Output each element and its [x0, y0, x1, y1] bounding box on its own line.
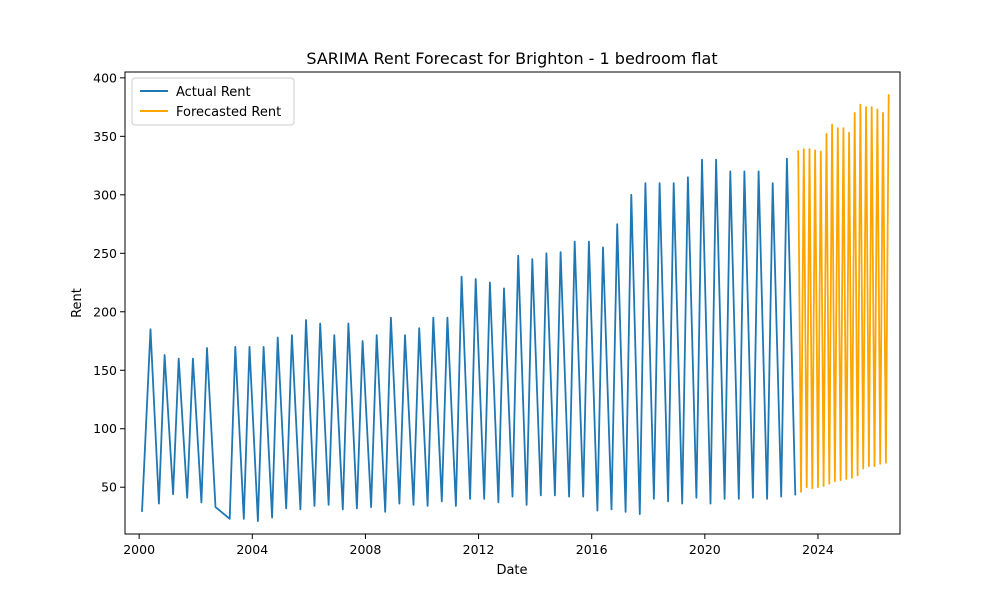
legend-label-actual: Actual Rent: [176, 85, 251, 100]
series-line-forecast: [797, 94, 890, 493]
x-tick-label: 2004: [236, 542, 268, 557]
y-tick-label: 300: [93, 187, 117, 202]
x-axis-label: Date: [496, 563, 527, 578]
legend-box: [131, 77, 295, 126]
y-tick-label: 400: [93, 70, 117, 85]
x-tick-label: 2008: [350, 542, 382, 557]
x-tick-label: 2016: [576, 542, 608, 557]
y-tick-label: 100: [93, 421, 117, 436]
series-layer: [141, 94, 890, 522]
y-axis: 50 100 150 200 250 300 350 400: [93, 70, 125, 495]
y-tick-label: 150: [93, 363, 117, 378]
legend-label-forecast: Forecasted Rent: [176, 105, 281, 120]
legend: Actual Rent Forecasted Rent: [131, 77, 295, 126]
series-line-actual: [141, 157, 797, 522]
y-tick-label: 200: [93, 304, 117, 319]
y-tick-label: 50: [101, 480, 117, 495]
x-axis: 2000 2004 2008 2012 2016 2020 2024: [123, 534, 834, 557]
x-tick-label: 2012: [463, 542, 495, 557]
x-tick-label: 2000: [123, 542, 155, 557]
plot-area: [124, 71, 901, 535]
y-tick-label: 250: [93, 246, 117, 261]
chart-title: SARIMA Rent Forecast for Brighton - 1 be…: [306, 49, 717, 68]
x-tick-label: 2024: [802, 542, 834, 557]
x-tick-label: 2020: [689, 542, 721, 557]
y-axis-label: Rent: [70, 288, 85, 318]
y-tick-label: 350: [93, 129, 117, 144]
